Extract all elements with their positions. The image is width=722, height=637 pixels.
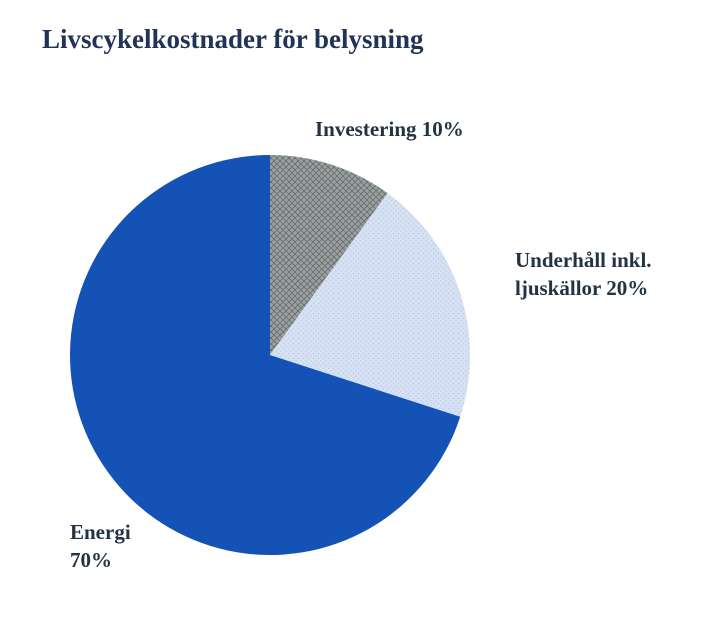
label-line: ljuskällor 20%: [515, 276, 648, 300]
pie-svg: [70, 155, 470, 555]
slice-label-energi: Energi 70%: [70, 518, 131, 575]
label-line: 70%: [70, 548, 112, 572]
pie-slices: [70, 155, 470, 555]
label-line: Energi: [70, 520, 131, 544]
slice-label-underhall: Underhåll inkl. ljuskällor 20%: [515, 246, 652, 303]
slice-label-investering: Investering 10%: [315, 115, 464, 143]
chart-title: Livscykelkostnader för belysning: [42, 24, 424, 55]
pie-chart: [70, 155, 470, 555]
label-line: Underhåll inkl.: [515, 248, 652, 272]
